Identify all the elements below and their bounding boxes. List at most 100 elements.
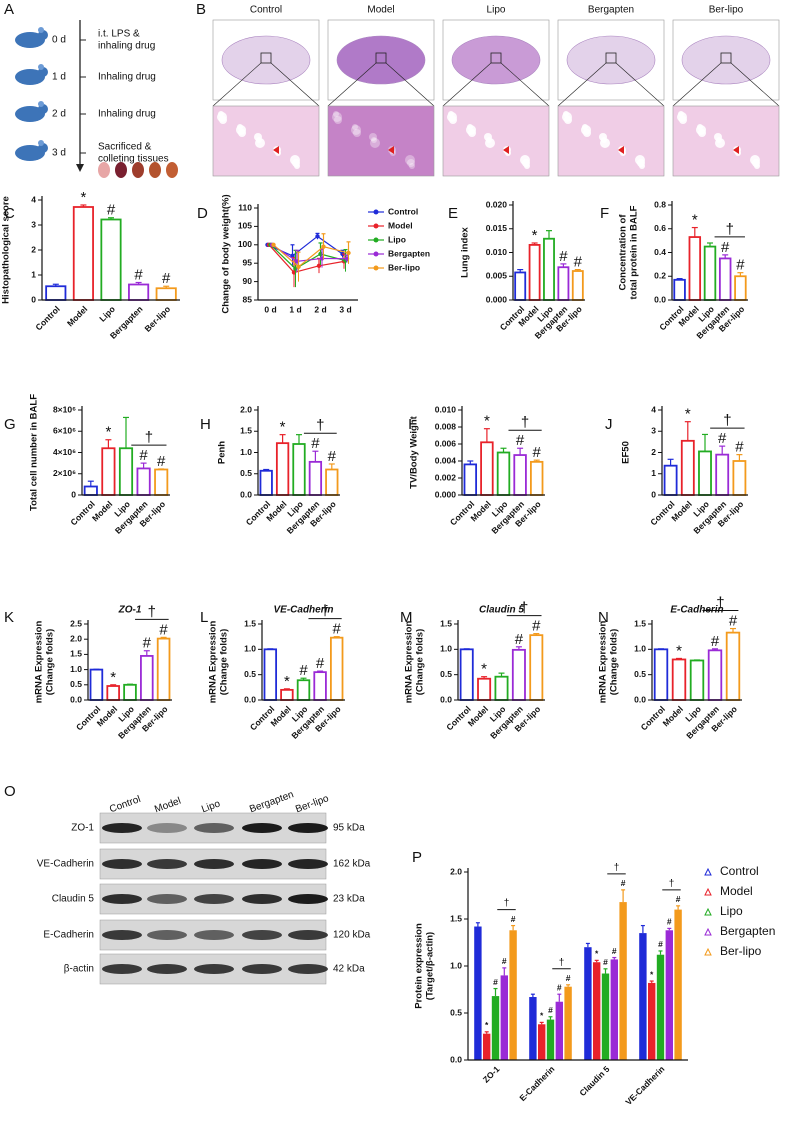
lung-section	[336, 35, 426, 85]
point	[346, 250, 351, 256]
bar	[513, 454, 527, 496]
significance-mark: #	[729, 613, 738, 630]
arrow-head	[76, 164, 84, 172]
y-axis-label: mRNA Expression	[404, 621, 415, 704]
significance-mark: *	[284, 673, 290, 690]
bracket-mark: †	[520, 600, 528, 617]
bar	[329, 636, 344, 701]
y-tick-label: 2.5	[70, 618, 82, 628]
panel-letter: J	[605, 416, 613, 433]
y-tick-label: 2	[651, 447, 656, 457]
mouse-icon	[15, 106, 45, 122]
significance-mark: #	[736, 257, 745, 274]
bar	[688, 236, 702, 301]
alveolus	[407, 159, 415, 167]
significance-mark: *	[685, 406, 691, 423]
y-tick-label: 110	[238, 202, 252, 212]
y-axis-label: EF50	[621, 441, 632, 464]
y-tick-label: 0.010	[435, 404, 457, 414]
x-tick-label: 2 d	[314, 304, 326, 314]
panel-letter: D	[197, 205, 208, 222]
bar	[707, 649, 723, 701]
size-label: 120 kDa	[333, 930, 371, 941]
bar	[725, 631, 741, 701]
bar	[496, 451, 511, 496]
y-tick-label: 105	[238, 221, 252, 231]
bracket-mark: †	[148, 603, 156, 620]
significance-mark: #	[548, 1005, 553, 1015]
significance-mark: *	[280, 419, 286, 436]
alveolus	[583, 129, 591, 137]
panel-letter: N	[598, 609, 609, 626]
zoom-line	[672, 62, 722, 107]
y-tick-label: 0.5	[70, 679, 82, 689]
size-label: 23 kDa	[333, 894, 365, 905]
arrow-marker	[503, 146, 509, 154]
band	[147, 930, 187, 940]
y-tick-label: 0.008	[435, 421, 457, 431]
bar	[529, 634, 544, 701]
x-tick-label: 1 d	[289, 304, 301, 314]
alveolus	[351, 125, 361, 135]
y-tick-label: 4	[31, 194, 36, 204]
group-label: Bergapten	[588, 5, 634, 16]
step-text: Inhaling drug	[98, 72, 156, 83]
bar	[610, 959, 618, 1060]
alveolus	[333, 111, 339, 117]
bar	[280, 688, 294, 701]
histology-image	[212, 105, 320, 177]
significance-mark: #	[676, 894, 681, 904]
mouse-ear	[38, 64, 44, 70]
y-tick-label: 0.010	[486, 247, 508, 257]
bar	[155, 287, 177, 301]
y-tick-label: 100	[238, 239, 252, 249]
mouse-ear	[38, 101, 44, 107]
bar	[584, 947, 592, 1060]
histology-image	[327, 105, 435, 177]
panel-letter: M	[400, 609, 413, 626]
y-tick-label: 0.0	[450, 1054, 462, 1064]
y-axis-label: (Change folds)	[415, 629, 426, 696]
bar	[45, 285, 67, 301]
y-tick-label: 0.4	[654, 247, 666, 257]
significance-mark: #	[574, 254, 583, 271]
legend-marker	[704, 887, 712, 896]
y-tick-label: 0.5	[450, 1007, 462, 1017]
zoom-line	[500, 62, 550, 107]
y-axis-label: mRNA Expression	[208, 621, 219, 704]
significance-mark: *	[481, 661, 487, 678]
group-label: Ber-lipo	[709, 5, 744, 16]
legend-label: Control	[388, 206, 418, 216]
size-label: 95 kDa	[333, 823, 365, 834]
significance-mark: #	[299, 662, 308, 679]
significance-mark: #	[711, 633, 720, 650]
bar	[601, 973, 610, 1060]
y-tick-label: 0.0	[634, 694, 646, 704]
bar	[308, 460, 323, 496]
zoom-line	[212, 62, 262, 107]
panel-letter: B	[196, 1, 206, 18]
significance-mark: #	[511, 914, 516, 924]
organ-icon	[98, 162, 110, 178]
alveolus	[485, 138, 495, 148]
bar	[529, 997, 537, 1060]
band	[102, 823, 142, 833]
bracket-mark: †	[723, 412, 731, 429]
alveolus	[352, 124, 358, 130]
step-text: Sacrificed &	[98, 142, 152, 153]
significance-mark: #	[515, 631, 524, 648]
y-tick-label: 0.5	[440, 669, 452, 679]
significance-mark: #	[316, 655, 325, 672]
bar	[480, 441, 494, 496]
bar	[123, 683, 137, 701]
bar	[156, 637, 171, 701]
bar	[538, 1024, 546, 1060]
legend-marker	[704, 947, 712, 956]
alveolus	[715, 138, 725, 148]
bar	[698, 450, 712, 496]
panel-letter: C	[4, 205, 15, 222]
bar	[648, 982, 656, 1060]
bar	[72, 206, 94, 301]
y-axis-label: total protein in BALF	[629, 205, 640, 299]
mouse-icon	[15, 145, 45, 161]
